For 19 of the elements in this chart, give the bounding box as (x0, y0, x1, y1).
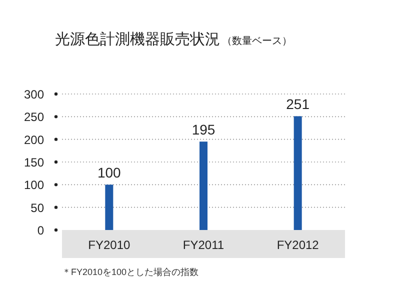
y-tick-label: 0 (37, 224, 44, 238)
text: ＊FY2010を100とした場合の指数 (62, 267, 199, 277)
bar (294, 116, 302, 230)
x-tick-label: FY2011 (182, 238, 224, 252)
data-label: 195 (192, 122, 216, 138)
chart-title: 光源色計測機器販売状況 (55, 31, 220, 48)
y-tick-label: 250 (24, 110, 44, 124)
y-tick-label: 50 (30, 200, 44, 215)
x-tick-label: FY2010 (88, 238, 131, 252)
y-tick-label: 100 (24, 178, 44, 192)
y-tick-label: 200 (24, 132, 44, 147)
x-tick-label: FY2012 (276, 238, 320, 252)
data-label: 251 (286, 96, 310, 112)
y-tick-label: 150 (24, 156, 44, 170)
chart-subtitle: （数量ベース） (222, 36, 292, 47)
y-tick-label: 300 (24, 88, 44, 102)
bar (200, 142, 208, 230)
data-label: 100 (97, 164, 122, 181)
bar (105, 184, 114, 230)
